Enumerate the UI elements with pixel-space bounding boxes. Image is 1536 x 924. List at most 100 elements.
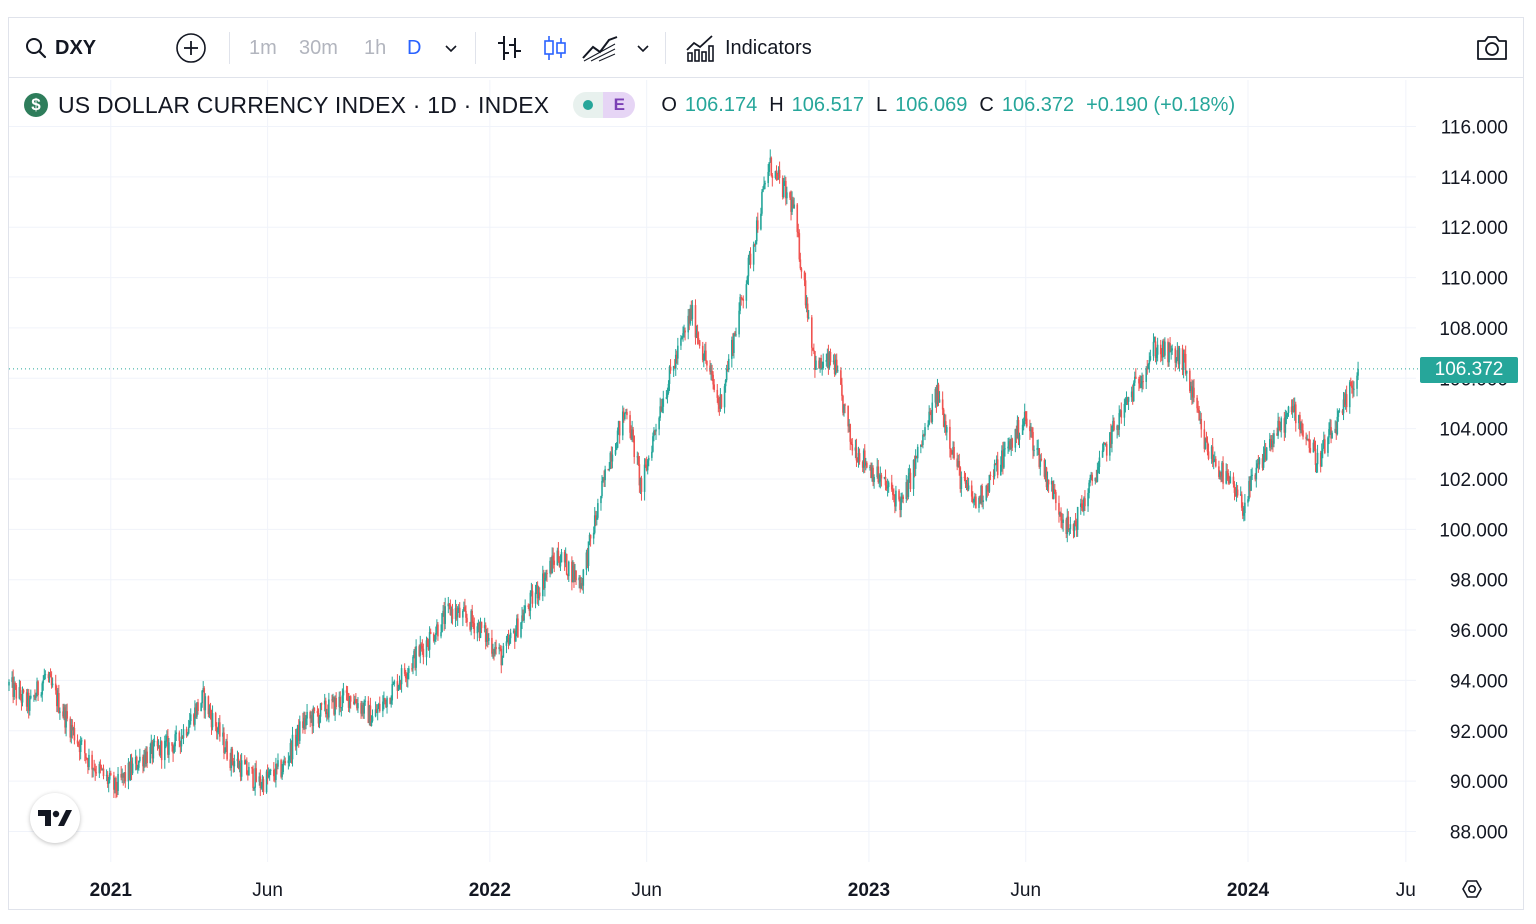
candle-down — [893, 488, 895, 503]
candle-down — [500, 645, 503, 674]
candle-up — [1321, 440, 1324, 459]
candle-down — [987, 483, 990, 496]
axis-settings-button[interactable] — [1462, 880, 1482, 898]
symbol-search-button[interactable]: DXY — [25, 18, 96, 78]
market-status-badge[interactable]: E — [573, 92, 636, 118]
candle-down — [1126, 396, 1129, 405]
candle-up — [1152, 333, 1155, 361]
time-tick-label: Jun — [1010, 880, 1041, 901]
candle-down — [142, 754, 144, 774]
candle-up — [1000, 456, 1002, 476]
candle-down — [959, 466, 962, 493]
timeframe-30m[interactable]: 30m — [299, 36, 338, 59]
timeframe-1h[interactable]: 1h — [364, 36, 387, 59]
series-legend: $ US DOLLAR CURRENCY INDEX · 1D · INDEX … — [24, 88, 1239, 122]
candle-up — [1001, 445, 1003, 472]
candle-up — [305, 715, 307, 730]
candle-up — [1037, 439, 1040, 456]
candle-down — [69, 716, 72, 743]
candle-down — [62, 703, 64, 719]
chart-frame — [8, 17, 1524, 910]
candle-up — [739, 293, 741, 315]
candle-down — [193, 713, 195, 727]
candle-down — [229, 752, 232, 771]
timeframe-d[interactable]: D — [407, 36, 422, 59]
candle-down — [232, 758, 235, 773]
candle-down — [1249, 476, 1251, 498]
candle-up — [21, 686, 24, 707]
tradingview-logo[interactable] — [30, 793, 80, 843]
candle-down — [311, 709, 314, 735]
chart-type-dropdown[interactable] — [635, 18, 651, 78]
candle-down — [849, 423, 852, 451]
candle-up — [1348, 380, 1351, 414]
candle-up — [687, 309, 690, 340]
candle-down — [1330, 419, 1332, 444]
candle-down — [711, 364, 713, 382]
candle-down — [1159, 339, 1162, 363]
candle-up — [1101, 443, 1104, 458]
candle-up — [1273, 429, 1275, 448]
snapshot-button[interactable] — [1475, 18, 1509, 78]
candle-down — [517, 613, 519, 638]
candle-style-button[interactable] — [541, 18, 569, 78]
candle-up — [26, 688, 29, 714]
candle-down — [231, 746, 234, 766]
candle-down — [421, 639, 424, 655]
candle-up — [1111, 425, 1113, 453]
candle-down — [100, 764, 103, 771]
candle-down — [640, 475, 643, 501]
compare-symbol-button[interactable] — [175, 18, 207, 78]
candle-down — [356, 698, 358, 711]
time-axis[interactable]: 2021 Jun 2022 Jun 2023 Jun 2024 Ju — [90, 880, 1416, 901]
candle-up — [244, 759, 247, 765]
candle-up — [1016, 415, 1019, 439]
candle-down — [472, 615, 475, 630]
candle-down — [422, 643, 425, 665]
candle-down — [638, 456, 641, 493]
candle-up — [755, 216, 758, 245]
candle-up — [655, 423, 657, 440]
candle-down — [1236, 485, 1239, 498]
price-axis[interactable]: 116.000114.000112.000110.000108.000106.0… — [1439, 118, 1508, 844]
candle-up — [1069, 516, 1072, 534]
candle-down — [443, 602, 445, 631]
indicators-button[interactable]: Indicators — [685, 18, 812, 78]
candle-up — [1133, 371, 1136, 386]
candle-up — [636, 451, 639, 465]
candle-down — [1105, 441, 1108, 462]
candle-up — [658, 416, 660, 436]
chevron-down-icon — [637, 45, 649, 53]
candle-down — [1241, 502, 1244, 520]
candle-down — [644, 458, 647, 468]
candle-down — [1138, 376, 1140, 392]
candle-up — [413, 649, 415, 659]
candle-up — [834, 354, 837, 376]
candle-down — [726, 360, 729, 372]
ohlc-values: O 106.174 H 106.517 L 106.069 C 106.372 +0.1… — [661, 94, 1239, 117]
candle-up — [1178, 345, 1181, 372]
candle-up — [946, 425, 948, 441]
timeframe-1m[interactable]: 1m — [249, 36, 277, 59]
candle-down — [1160, 348, 1163, 361]
candle-up — [666, 387, 669, 404]
line-style-button[interactable] — [581, 18, 619, 78]
candle-up — [1116, 424, 1118, 439]
candle-down — [19, 680, 22, 701]
candle-up — [1323, 431, 1325, 449]
candle-up — [822, 353, 825, 370]
candle-down — [851, 438, 854, 456]
candle-up — [1210, 445, 1213, 464]
candle-up — [462, 609, 464, 627]
timeframe-dropdown[interactable] — [443, 18, 459, 78]
candle-down — [742, 295, 745, 309]
bar-style-button[interactable] — [495, 18, 523, 78]
candle-down — [418, 644, 421, 658]
candle-down — [1290, 399, 1293, 415]
series-title[interactable]: US DOLLAR CURRENCY INDEX · 1D · INDEX — [58, 91, 550, 118]
candle-up — [485, 628, 488, 647]
candle-up — [724, 378, 727, 393]
candle-down — [120, 766, 122, 781]
candle-down — [399, 679, 402, 690]
